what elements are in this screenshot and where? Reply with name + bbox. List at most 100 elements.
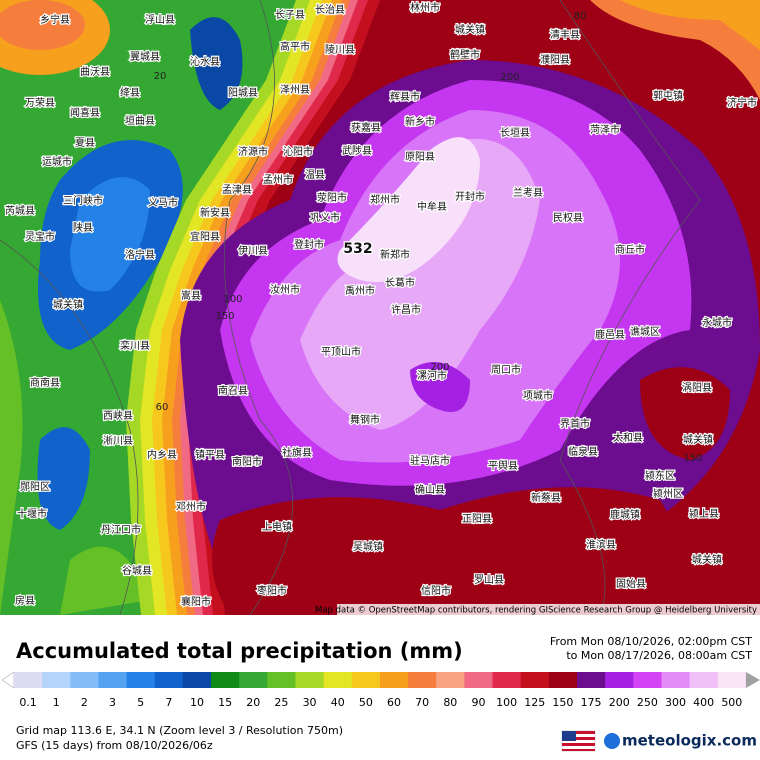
place-label: 垣曲县: [125, 115, 155, 127]
place-label: 襄阳市: [181, 595, 211, 608]
legend-label: 30: [303, 696, 317, 709]
legend-swatch: [239, 672, 268, 688]
contour-label: 60: [156, 402, 169, 413]
legend-swatch: [126, 672, 156, 688]
place-label: 菏泽市: [590, 123, 620, 136]
place-label: 城关镇: [455, 23, 485, 36]
model-info: GFS (15 days) from 08/10/2026/06z: [16, 739, 213, 752]
place-label: 鹤壁市: [450, 48, 480, 61]
legend-label: 7: [165, 696, 172, 709]
place-label: 平舆县: [488, 459, 518, 472]
brand[interactable]: meteologix.com: [622, 732, 757, 750]
us-flag: [561, 730, 596, 752]
legend-label: 250: [637, 696, 658, 709]
field: [337, 137, 480, 282]
place-label: 濮阳县: [540, 53, 570, 66]
place-label: 伊川县: [238, 245, 268, 257]
legend-swatch: [379, 672, 409, 688]
place-label: 中牟县: [417, 200, 447, 213]
place-label: 颍州区: [653, 487, 683, 500]
legend-label: 40: [331, 696, 345, 709]
legend-swatch: [182, 672, 212, 688]
legend-title: Accumulated total precipitation (mm): [16, 639, 463, 663]
place-label: 郭屯镇: [653, 89, 683, 102]
place-label: 谷城县: [122, 565, 152, 577]
attribution: Map data © OpenStreetMap contributors, r…: [315, 606, 757, 616]
legend-label: 175: [581, 696, 602, 709]
place-label: 闻喜县: [70, 106, 100, 119]
contour-label: 80: [574, 11, 587, 22]
legend-swatch: [464, 672, 494, 688]
place-label: 谯城区: [630, 325, 660, 338]
field: [212, 487, 676, 615]
legend-swatch: [98, 672, 128, 688]
legend-swatch: [436, 672, 465, 688]
legend-label: 5: [137, 696, 144, 709]
time-to: to Mon 08/17/2026, 08:00am CST: [566, 649, 752, 662]
place-label: 罗山县: [474, 574, 504, 586]
place-label: 确山县: [415, 483, 445, 496]
place-label: 舞钢市: [350, 413, 380, 426]
legend-label: 50: [359, 696, 373, 709]
place-label: 吴城镇: [353, 540, 383, 553]
legend-label: 25: [274, 696, 288, 709]
place-label: 汝州市: [270, 283, 300, 296]
place-label: 孟州市: [263, 173, 293, 186]
place-label: 南阳市: [232, 455, 262, 468]
field: [190, 17, 243, 111]
legend-label: 1: [53, 696, 60, 709]
field: [37, 427, 90, 530]
legend-swatch: [70, 672, 99, 688]
place-label: 商南县: [30, 376, 60, 389]
place-label: 界首市: [560, 417, 590, 430]
border: [0, 239, 139, 615]
place-label: 三门峡市: [63, 194, 103, 207]
legend-arrow: [745, 672, 760, 688]
legend-swatch: [577, 672, 606, 688]
place-label: 乡宁县: [40, 13, 70, 26]
legend-swatch: [492, 672, 522, 688]
place-label: 万荣县: [25, 97, 55, 109]
place-label: 郑州市: [370, 193, 400, 206]
place-label: 义马市: [148, 196, 178, 209]
place-label: 陵川县: [325, 44, 355, 56]
legend-swatch: [154, 672, 184, 688]
place-label: 永城市: [702, 316, 732, 329]
brand-logo: [604, 733, 620, 749]
place-label: 新安县: [200, 206, 230, 219]
place-label: 高平市: [280, 40, 310, 53]
legend-swatch: [408, 672, 437, 688]
place-label: 新蔡县: [531, 491, 561, 504]
place-label: 郧阳区: [20, 481, 50, 493]
place-label: 嵩县: [181, 290, 201, 302]
grid-info: Grid map 113.6 E, 34.1 N (Zoom level 3 /…: [16, 724, 343, 737]
place-label: 丹江口市: [101, 523, 141, 536]
legend-swatch: [661, 672, 691, 688]
place-label: 曲沃县: [80, 66, 110, 78]
legend-label: 200: [609, 696, 630, 709]
place-label: 芮城县: [5, 204, 35, 217]
place-label: 城关镇: [53, 298, 83, 311]
place-label: 绛县: [120, 86, 140, 99]
place-label: 巩义市: [310, 211, 340, 224]
legend-label: 0.1: [19, 696, 37, 709]
place-label: 周口市: [491, 363, 521, 376]
border: [223, 0, 293, 615]
contour-label: 20: [154, 71, 167, 82]
place-label: 禹州市: [345, 284, 375, 297]
contour-label: 100: [223, 294, 242, 305]
field: [620, 0, 760, 50]
field: [70, 177, 150, 292]
place-label: 南召县: [218, 384, 248, 397]
legend-label: 60: [387, 696, 401, 709]
place-label: 上电镇: [262, 520, 292, 533]
place-label: 温县: [305, 169, 325, 181]
place-label: 鹿城镇: [610, 508, 640, 521]
place-label: 辉县市: [390, 90, 420, 103]
place-label: 城关镇: [692, 553, 722, 566]
place-label: 泽州县: [280, 84, 310, 96]
place-label: 颍上县: [689, 507, 719, 520]
